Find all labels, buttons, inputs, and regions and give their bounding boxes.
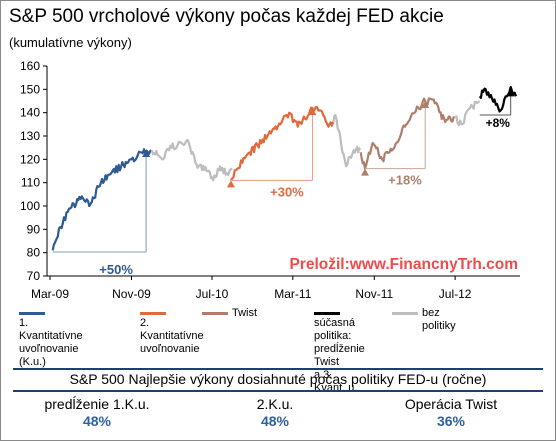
gain-arrowhead-current <box>506 89 515 97</box>
legend-swatch <box>314 312 340 315</box>
summary-label: predĺženie 1.K.u. <box>44 396 150 412</box>
series-line-0 <box>51 148 153 251</box>
summary-col-qe2: 2.K.u. 48% <box>190 396 360 430</box>
chart-title: S&P 500 vrcholové výkony počas každej FE… <box>9 6 444 27</box>
summary-value: 48% <box>82 413 112 429</box>
y-tick-label: 160 <box>20 59 40 73</box>
gain-label-current: +8% <box>486 116 511 130</box>
y-tick-label: 130 <box>20 129 40 143</box>
gain-label-twist: +18% <box>388 173 422 188</box>
summary-value: 36% <box>436 413 466 429</box>
series-line-2 <box>230 105 335 181</box>
y-tick-label: 80 <box>27 246 41 260</box>
legend-swatch <box>202 312 228 315</box>
y-tick-label: 70 <box>27 269 41 283</box>
summary-value: 48% <box>260 413 290 429</box>
gain-label-qe2: +30% <box>270 184 304 199</box>
y-tick-label: 140 <box>20 106 40 120</box>
series-line-1 <box>150 138 233 182</box>
legend-label: Twist <box>232 307 258 319</box>
summary-title: S&P 500 Najlepšie výkony dosiahnuté poča… <box>13 368 543 392</box>
x-tick-label: Mar-09 <box>31 287 69 301</box>
x-tick-label: Mar-11 <box>274 287 311 301</box>
y-tick-label: 110 <box>21 176 40 190</box>
y-tick-label: 150 <box>20 82 40 96</box>
x-tick-label: Jul-10 <box>196 287 229 301</box>
legend-swatch <box>392 312 418 315</box>
legend-label: 2. Kvantitatívne uvoľnovanie <box>140 317 204 355</box>
x-tick-label: Nov-11 <box>355 287 393 301</box>
summary-label: 2.K.u. <box>256 396 294 412</box>
gain-arrowhead-qe1 <box>142 150 151 157</box>
summary-table: S&P 500 Najlepšie výkony dosiahnuté poča… <box>0 368 556 441</box>
series-line-4 <box>359 97 455 170</box>
summary-col-twist: Operácia Twist 36% <box>366 396 536 430</box>
x-tick-label: Jul-12 <box>439 287 472 301</box>
legend-label: bez politiky <box>422 307 456 332</box>
y-tick-label: 120 <box>20 152 40 166</box>
series-line-5 <box>454 100 481 127</box>
legend-swatch <box>19 312 45 315</box>
gain-arrowhead-twist <box>421 101 430 108</box>
chart-subtitle: (kumulatívne výkony) <box>9 35 132 50</box>
y-tick-label: 90 <box>27 222 41 236</box>
series-line-3 <box>332 113 362 168</box>
x-tick-label: Nov-09 <box>112 287 151 301</box>
gain-arrowhead-qe2 <box>308 108 317 115</box>
watermark-text: Preložil:www.FinancnyTrh.com <box>289 256 518 273</box>
legend-swatch <box>140 312 166 315</box>
summary-col-qe1-extension: predĺženie 1.K.u. 48% <box>12 396 182 430</box>
gain-label-qe1: +50% <box>99 262 133 277</box>
gain-arrowhead-twist-base <box>360 168 369 176</box>
legend: 1. Kvantitatívne uvoľnovanie (K.u.) 2. Kv… <box>0 305 556 394</box>
line-chart: 70 80 90 100 110 120 130 140 150 160 Mar-09 Nov-09 J… <box>20 59 520 301</box>
summary-label: Operácia Twist <box>404 396 498 412</box>
legend-label: 1. Kvantitatívne uvoľnovanie (K.u.) <box>19 317 83 368</box>
gain-arrowhead-qe2-base <box>226 180 235 188</box>
y-tick-label: 100 <box>20 199 40 213</box>
